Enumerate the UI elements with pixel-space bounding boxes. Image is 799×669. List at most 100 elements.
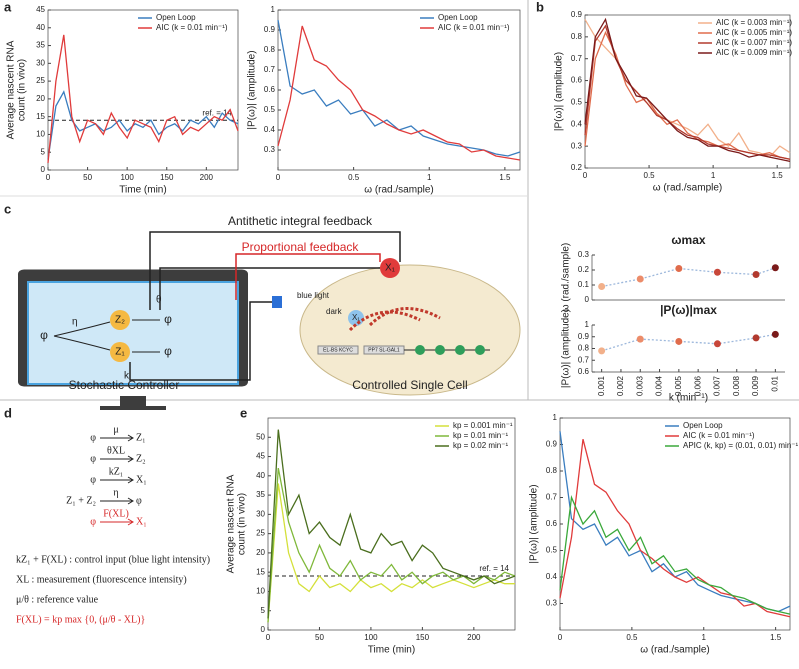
y-tick-label: 40 [256,471,265,480]
diagram: Z₂ Z₁ φ φ φ η θ k Stochastic Controller … [18,231,521,410]
point [598,347,606,355]
y-axis-label: Average nascent RNA [6,40,17,139]
reaction-left: Z₁ + Z₂ [66,495,96,506]
series-line [584,24,791,160]
legend-label: AIC (k = 0.009 min⁻¹) [716,48,792,57]
y-tick-label: 1 [271,5,276,14]
symbol: φ [164,344,172,358]
series-line [559,439,791,618]
y-tick-label: 0.5 [264,105,276,114]
y-tick-label: 0.3 [264,145,276,154]
y-tick-label: 0.9 [578,332,590,341]
x-tick-label: 100 [364,633,378,642]
y-tick-label: 0.2 [571,163,583,172]
reaction-right: Z₁ [136,432,146,443]
reaction-left: φ [90,516,96,527]
x-tick-label: 0.01 [770,375,779,391]
reaction-right: X₁ [136,474,147,485]
x-tick-label: 0.008 [732,375,741,396]
y-tick-label: 0.4 [546,572,558,581]
node [110,342,130,362]
panel-letter: d [4,405,12,420]
y-tick-label: 0.3 [578,250,590,259]
y-tick-label: 45 [256,452,265,461]
y-tick-label: 0.6 [578,367,590,376]
x-tick-label: 1.5 [772,171,784,180]
promoter [317,345,359,355]
point [675,265,683,272]
legend-label: Open Loop [438,13,478,22]
panel-letter: b [536,0,544,14]
x-tick-label: 50 [315,633,324,642]
point [598,283,606,290]
y-tick-label: 0.9 [264,25,276,34]
reaction-rate: μ [113,424,118,435]
legend-label: kp = 0.001 min⁻¹ [453,421,513,430]
plot-frame [584,14,791,169]
label: blue light [297,291,330,300]
x-tick-label: 1 [702,633,707,642]
reaction-rate: F(XL) [103,508,129,519]
x-tick-label: 200 [467,633,481,642]
y-tick-label: 0.4 [264,125,276,134]
reaction-rate: θXL [107,445,125,456]
y-tick-label: 1 [553,413,558,422]
series-line [559,431,791,613]
y-tick-label: 0.7 [546,493,558,502]
arrow [53,321,111,351]
chart-title: |P(ω)|max [660,303,717,317]
y-tick-label: 10 [36,130,45,139]
point [771,264,779,272]
point [713,340,721,348]
y-tick-label: 0.7 [571,54,583,63]
reaction-right: φ [136,495,142,506]
legend-label: Open Loop [683,421,723,430]
panel-letter: a [4,0,12,14]
y-axis-label: ω (rad./sample) [561,243,572,313]
x-tick-label: 150 [160,173,174,182]
legend-label: AIC (k = 0.003 min⁻¹) [716,18,792,27]
y-axis-label: |P(ω)| (amplitude) [247,50,258,129]
feedback-line [149,231,401,310]
stand [120,396,146,408]
y-tick-label: 35 [36,41,45,50]
x-tick-label: 0.005 [674,375,683,396]
x-tick-label: 0.5 [644,171,656,180]
x-axis-label: ω (rad./sample) [364,185,434,196]
y-tick-label: 0.9 [571,10,583,19]
note: μ/θ : reference value [16,594,99,605]
x-tick-label: 0.5 [626,633,638,642]
y-tick-label: 0 [585,295,590,304]
legend-label: AIC (k = 0.007 min⁻¹) [716,38,792,47]
x-tick-label: 0 [276,173,281,182]
feedback-line [129,301,272,381]
x-tick-label: 0.5 [348,173,360,182]
legend-label: kp = 0.02 min⁻¹ [453,441,508,450]
legend-label: AIC (k = 0.005 min⁻¹) [716,28,792,37]
x-tick-label: 0 [266,633,271,642]
x-axis-label: Time (min) [119,185,166,196]
connector [601,333,776,352]
y-axis-label: Average nascent RNA [226,474,237,573]
reaction-arrow [127,434,134,442]
y-tick-label: 35 [256,490,265,499]
x-axis-label: ω (rad./sample) [640,645,710,656]
label: dark [326,307,343,316]
label: EL-BS KCYC [323,347,353,353]
label: Antithetic integral feedback [228,214,373,228]
legend-label: AIC (k = 0.01 min⁻¹) [683,431,755,440]
series-line [47,34,239,163]
y-tick-label: 15 [256,567,265,576]
symbol: θ [156,295,162,306]
legend-label: kp = 0.01 min⁻¹ [453,431,508,440]
y-tick-label: 0 [41,165,46,174]
screen [27,281,239,385]
y-axis-label: |P(ω)| (amplitude) [554,52,565,131]
x-tick-label: 1.5 [499,173,511,182]
x-tick-label: 0.007 [713,375,722,396]
x-axis-label: k (min⁻¹) [669,393,708,404]
x-axis-label: Time (min) [368,645,415,656]
x-tick-label: 150 [416,633,430,642]
